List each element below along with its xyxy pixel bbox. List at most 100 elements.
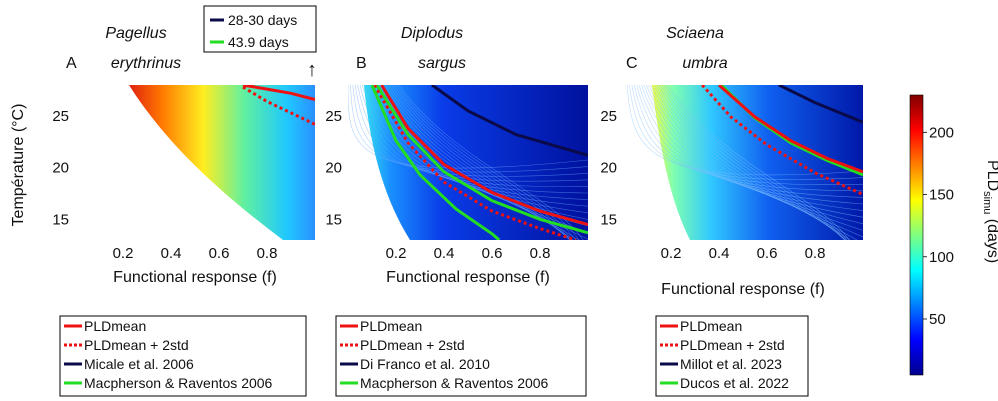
panel-b-xtick-label: 0.4	[434, 245, 455, 262]
contour-line	[362, 85, 588, 200]
top-legend-box	[203, 5, 317, 53]
contour-line	[388, 85, 571, 240]
contour-line	[660, 85, 845, 240]
top-legend-label-dark: 28-30 days	[228, 12, 297, 28]
contour-line	[655, 85, 851, 240]
panel-c-xtick-label: 0.4	[709, 245, 730, 262]
contour-line	[354, 85, 588, 182]
colorbar-tick-label: 100	[929, 249, 954, 266]
contour-line	[662, 85, 846, 240]
colorbar-gradient	[909, 94, 924, 376]
panel-a-ylabel: Température (°C)	[10, 104, 27, 227]
legend-label: Macpherson & Raventos 2006	[360, 375, 549, 391]
panel-a-curves	[242, 85, 315, 126]
colorbar: 50 100 150 200 PLDsimu (days)	[909, 94, 998, 376]
legend-label: PLDmean + 2std	[360, 337, 465, 353]
panel-c-letter: C	[626, 55, 638, 72]
contour-line	[386, 85, 570, 240]
contour-line	[390, 85, 573, 240]
contour-line	[626, 85, 863, 176]
panel-a-xlabel: Functional response (f)	[113, 269, 277, 286]
legend-label: PLDmean + 2std	[84, 337, 189, 353]
curve-di-franco-et-al-2010	[431, 85, 588, 157]
colorbar-ticks: 50 100 150 200	[923, 124, 954, 328]
panel-c-xtick-label: 0.2	[661, 245, 682, 262]
panel-a-heatmap	[129, 85, 315, 240]
curve-pldmean	[242, 85, 315, 101]
panel-a-ytick-label: 20	[52, 160, 69, 177]
contour-line	[348, 85, 588, 169]
panel-b: 0.2 0.4 0.6 0.8 15 20 25 B Diplodus sargus Fun…	[325, 25, 588, 286]
panel-a-ytick-label: 25	[52, 108, 69, 125]
contour-line	[643, 85, 863, 218]
curve-pldmean	[718, 85, 863, 174]
contour-line	[667, 85, 850, 240]
panel-a-xtick-label: 0.8	[257, 245, 278, 262]
curve-pldmean	[380, 85, 588, 226]
contour-line	[653, 85, 858, 240]
panel-a-legend: PLDmean PLDmean + 2std Micale et al. 2006 M…	[59, 315, 307, 397]
top-legend-label-green: 43.9 days	[228, 34, 289, 50]
legend-label: Ducos et al. 2022	[680, 375, 789, 391]
panel-c-ytick-label: 25	[600, 108, 617, 125]
panel-c-xtick-label: 0.6	[757, 245, 778, 262]
legend-label: Di Franco et al. 2010	[360, 356, 490, 372]
curve-millot-et-al-2023	[778, 85, 863, 124]
contour-line	[393, 85, 576, 240]
contour-line	[636, 85, 863, 198]
contour-line	[638, 85, 863, 205]
panel-a-xtick-label: 0.4	[161, 245, 182, 262]
contour-line	[364, 85, 588, 207]
contour-line	[641, 85, 863, 211]
contour-line	[395, 85, 580, 240]
contour-line	[350, 85, 588, 173]
panel-a-title-line1: Pagellus	[105, 25, 166, 42]
panel-b-xlabel: Functional response (f)	[386, 269, 550, 286]
top-legend: 28-30 days 43.9 days	[203, 5, 317, 53]
panel-a-xtick-label: 0.2	[113, 245, 134, 262]
panel-c-title-line2: umbra	[682, 55, 727, 72]
panel-b-ytick-label: 20	[325, 160, 342, 177]
contour-line	[629, 85, 863, 180]
contour-line	[398, 85, 584, 240]
legend-box	[655, 315, 809, 397]
panel-a-letter: A	[66, 55, 77, 72]
contour-line	[665, 85, 847, 240]
arrow-up-icon: ↑	[307, 59, 317, 81]
contour-line	[633, 85, 863, 192]
legend-label: PLDmean	[84, 318, 146, 334]
panel-b-xtick-label: 0.6	[482, 245, 503, 262]
panel-b-xtick-label: 0.2	[386, 245, 407, 262]
colorbar-tick-label: 150	[929, 187, 954, 204]
panel-c-heatmap	[652, 85, 863, 240]
panel-c-legend: PLDmean PLDmean + 2std Millot et al. 2023 D…	[655, 315, 809, 397]
legend-label: PLDmean	[680, 318, 742, 334]
panel-b-legend: PLDmean PLDmean + 2std Di Franco et al. 20…	[335, 315, 587, 397]
legend-label: PLDmean + 2std	[680, 337, 785, 353]
contour-line	[357, 85, 588, 187]
colorbar-tick-label: 50	[929, 311, 946, 328]
panel-a-ytick-label: 15	[52, 211, 69, 228]
colorbar-tick-label: 200	[929, 124, 954, 141]
panel-c-xlabel: Functional response (f)	[661, 281, 825, 298]
legend-label: PLDmean	[360, 318, 422, 334]
legend-box	[335, 315, 587, 397]
legend-label: Macpherson & Raventos 2006	[84, 375, 273, 391]
legend-box	[59, 315, 307, 397]
contour-line	[650, 85, 863, 238]
panel-c: 0.2 0.4 0.6 0.8 15 20 25 C Sciaena umbra Funct…	[600, 25, 863, 298]
curve-macpherson-raventos-2006-lower-	[370, 85, 501, 240]
panel-b-title-line2: sargus	[418, 55, 466, 72]
panel-b-title-line1: Diplodus	[401, 25, 463, 42]
contour-line	[374, 85, 588, 233]
contour-line	[366, 85, 588, 214]
panel-a-title-line2: erythrinus	[111, 55, 181, 72]
panel-c-xtick-label: 0.8	[805, 245, 826, 262]
panel-b-xtick-label: 0.8	[530, 245, 551, 262]
curve-pldmean-2std	[242, 85, 315, 126]
colorbar-label: PLDsimu (days)	[981, 160, 998, 263]
panel-b-curves	[370, 85, 588, 240]
curve-macpherson-raventos-2006-upper-	[375, 85, 588, 235]
panel-c-ytick-label: 15	[600, 211, 617, 228]
